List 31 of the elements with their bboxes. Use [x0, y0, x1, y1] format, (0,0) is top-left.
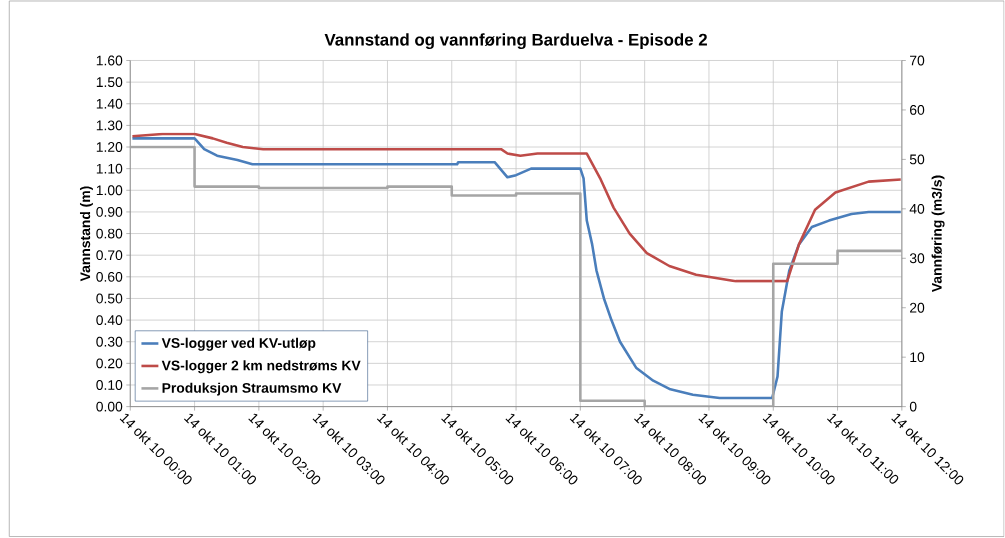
y-tick-label: 1.40 — [96, 99, 123, 109]
y2-axis-title: Vannføring (m3/s) — [931, 175, 945, 293]
y-tick-label: 1.50 — [96, 77, 123, 88]
y-tick-label: 1.30 — [96, 120, 123, 131]
legend-label: Produksjon Straumsmo KV — [162, 382, 342, 396]
y-tick-label: 0.30 — [96, 337, 123, 347]
y-axis-title: Vannstand (m) — [79, 186, 93, 282]
y-tick-label: 0.60 — [96, 272, 123, 282]
y2-tick-label: 70 — [910, 55, 925, 66]
y2-tick-label: 0 — [909, 401, 917, 412]
y-tick-label: 1.20 — [96, 142, 123, 153]
y-tick-label: 0.80 — [96, 228, 123, 239]
y2-tick-label: 40 — [909, 204, 925, 214]
y-tick-label: 0.20 — [96, 358, 123, 369]
y2-tick-label: 10 — [910, 352, 925, 363]
y2-tick-label: 60 — [910, 105, 925, 116]
y2-tick-label: 50 — [909, 154, 925, 165]
y-tick-label: 0.90 — [96, 207, 123, 218]
y-tick-label: 1.60 — [96, 55, 123, 66]
chart-title: Vannstand og vannføring Barduelva - Episode 2 — [324, 33, 707, 50]
y2-tick-label: 20 — [910, 303, 925, 313]
y2-tick-label: 30 — [909, 253, 925, 264]
y-tick-label: 0.70 — [96, 250, 123, 261]
y-tick-label: 0.00 — [96, 401, 123, 412]
legend-label: VS-logger ved KV-utløp — [161, 337, 316, 351]
y-tick-label: 1.00 — [96, 185, 123, 196]
legend-label: VS-logger 2 km nedstrøms KV — [161, 360, 361, 374]
y-tick-label: 0.50 — [96, 293, 123, 304]
y-tick-label: 0.10 — [96, 380, 123, 391]
y-tick-label: 0.40 — [96, 315, 123, 326]
y-tick-label: 1.10 — [96, 163, 123, 174]
